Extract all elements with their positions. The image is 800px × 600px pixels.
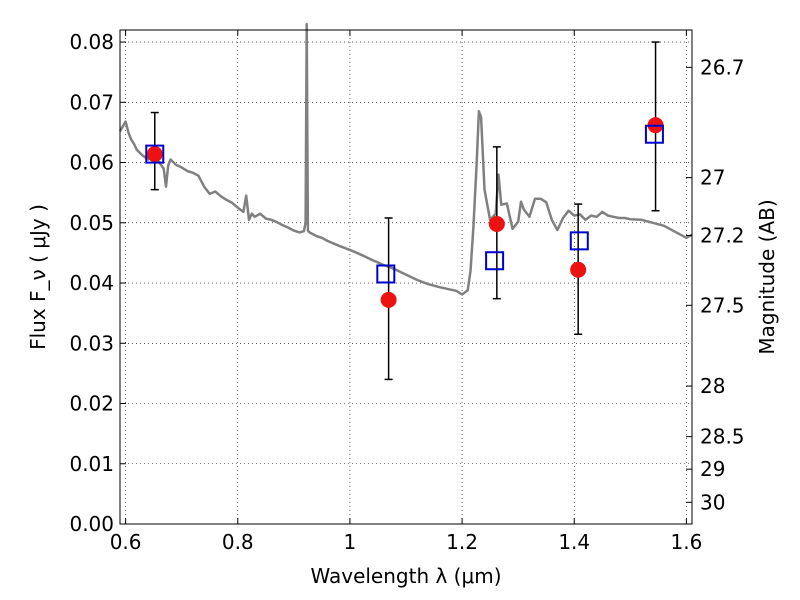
model-flux-square (569, 231, 589, 251)
observed-flux-point (488, 215, 505, 232)
model-flux-square (485, 251, 505, 271)
y-tick-label: 0.08 (69, 30, 114, 54)
model-flux-square (145, 144, 165, 164)
y-tick-label: 0.04 (69, 271, 114, 295)
observed-flux-point (146, 146, 163, 163)
y-tick-label: 0.05 (69, 211, 114, 235)
y-tick-label: 0.02 (69, 392, 114, 416)
y-axis-title: Flux F_ν ( μJy ) (26, 204, 50, 350)
y-right-tick-label: 29 (700, 457, 725, 481)
y-right-tick-label: 26.7 (700, 55, 745, 79)
y-tick-label: 0.07 (69, 90, 114, 114)
y-right-tick-label: 28.5 (700, 425, 745, 449)
y-right-tick-label: 27.2 (700, 223, 745, 247)
y-tick-label: 0.03 (69, 331, 114, 355)
x-tick-label: 1.2 (446, 530, 478, 554)
observed-flux-point (380, 291, 397, 308)
observed-flux-point (570, 261, 587, 278)
y-tick-label: 0.00 (69, 512, 114, 536)
model-spectrum-layer (118, 22, 693, 296)
markers-layer (145, 117, 664, 308)
model-spectrum-line (118, 22, 693, 296)
plot-area (120, 30, 692, 524)
x-tick-label: 0.8 (222, 530, 254, 554)
x-axis-title: Wavelength λ (μm) (310, 564, 501, 588)
y-tick-label: 0.06 (69, 151, 114, 175)
x-tick-label: 1.6 (670, 530, 702, 554)
y-right-tick-label: 27.5 (700, 293, 745, 317)
ticks: 0.6 0.8 1 1.2 1.4 1.6 0.00 0.01 0.02 0.03 0.04 0.05… (69, 30, 745, 554)
plot-frame (119, 29, 693, 525)
y-right-tick-label: 30 (700, 490, 725, 514)
x-tick-label: 0.6 (110, 530, 142, 554)
x-tick-label: 1 (344, 530, 357, 554)
x-tick-label: 1.4 (558, 530, 590, 554)
y-right-tick-label: 27 (700, 166, 725, 190)
y-tick-label: 0.01 (69, 452, 114, 476)
model-flux-square (644, 124, 664, 144)
y-right-tick-label: 28 (700, 374, 725, 398)
model-flux-square (376, 264, 396, 284)
y-right-axis-title: Magnitude (AB) (755, 199, 779, 354)
